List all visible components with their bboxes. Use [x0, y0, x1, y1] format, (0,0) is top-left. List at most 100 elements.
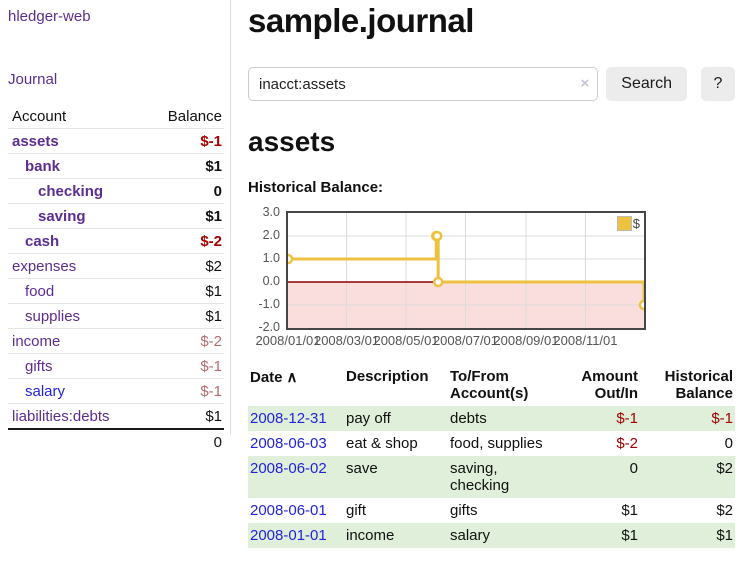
transaction-date-link[interactable]: 2008-06-01	[250, 502, 327, 519]
transaction-balance: $2	[716, 460, 733, 477]
account-link[interactable]: food	[25, 282, 55, 300]
transaction-date-link[interactable]: 2008-12-31	[250, 410, 327, 427]
date-column-header[interactable]: Date ∧	[250, 369, 298, 386]
accounts-table-header: Account Balance	[8, 104, 224, 129]
page-title: sample.journal	[248, 2, 474, 39]
transaction-accounts: food, supplies	[450, 435, 543, 452]
transaction-row: 2008-06-02 save saving, checking 0 $2	[248, 456, 735, 498]
accounts-total-balance: 0	[213, 433, 222, 451]
column-header: Amount Out/In	[581, 368, 638, 402]
app-brand-link[interactable]: hledger-web	[8, 8, 91, 25]
transaction-row: 2008-06-01 gift gifts $1 $2	[248, 498, 735, 523]
x-tick-label: 2008/11/01	[553, 333, 618, 348]
data-point-marker	[638, 299, 644, 311]
transaction-description: gift	[346, 502, 367, 519]
data-point-marker	[288, 253, 294, 265]
search-button[interactable]: Search	[606, 67, 687, 101]
transaction-accounts: gifts	[450, 502, 478, 519]
clear-search-icon[interactable]: ×	[580, 75, 590, 92]
transaction-date-link[interactable]: 2008-06-02	[250, 460, 327, 477]
account-link[interactable]: income	[12, 332, 61, 350]
account-link[interactable]: salary	[25, 382, 66, 400]
account-row: gifts $-1	[8, 353, 224, 379]
y-tick-label: 2.0	[262, 228, 280, 242]
transaction-accounts: saving, checking	[450, 460, 510, 494]
transaction-date-link[interactable]: 2008-06-03	[250, 435, 327, 452]
account-link[interactable]: bank	[25, 157, 61, 175]
register-table-header: Date ∧ Description To/From Account(s) Amount O…	[248, 366, 735, 406]
data-point-marker	[432, 276, 444, 288]
account-row: food $1	[8, 278, 224, 304]
account-link[interactable]: supplies	[25, 307, 81, 325]
column-header: To/From Account(s)	[450, 368, 529, 402]
legend-swatch-icon	[616, 216, 632, 231]
account-balance: $2	[205, 257, 222, 275]
transaction-amount: $-1	[616, 410, 638, 427]
account-balance: $-1	[200, 357, 222, 375]
column-header: Description	[346, 368, 429, 385]
transaction-description: pay off	[346, 410, 391, 427]
transaction-row: 2008-12-31 pay off debts $-1 $-1	[248, 406, 735, 431]
account-link[interactable]: saving	[38, 207, 86, 225]
account-column-header: Account	[12, 107, 67, 125]
y-tick-label: -1.0	[258, 297, 280, 311]
transaction-accounts: salary	[450, 527, 491, 544]
transaction-amount: $-2	[616, 435, 638, 452]
y-tick-label: -2.0	[258, 320, 280, 334]
x-tick-label: 2008/07/01	[432, 333, 499, 348]
chart-plot-area: $	[286, 211, 646, 330]
transaction-balance: 0	[724, 435, 733, 452]
account-row: expenses $2	[8, 253, 224, 279]
transaction-amount: $1	[621, 527, 638, 544]
account-row: assets $-1	[8, 128, 224, 154]
accounts-table: Account Balance assets $-1 bank $1 checking 0…	[8, 104, 224, 454]
x-tick-label: 2008/09/01	[493, 333, 559, 348]
transaction-date-link[interactable]: 2008-01-01	[250, 527, 327, 544]
y-tick-label: 3.0	[262, 205, 280, 219]
transaction-description: save	[346, 460, 378, 477]
account-row: liabilities:debts $1	[8, 403, 224, 430]
account-balance: $1	[205, 207, 222, 225]
account-row: supplies $1	[8, 303, 224, 329]
x-tick-label: 2008/01/01	[255, 333, 321, 348]
x-tick-label: 2008/03/01	[313, 333, 380, 348]
accounts-total-row: 0	[8, 429, 224, 454]
account-link[interactable]: assets	[12, 132, 59, 150]
transaction-row: 2008-06-03 eat & shop food, supplies $-2 0	[248, 431, 735, 456]
account-row: income $-2	[8, 328, 224, 354]
chart-title: Historical Balance:	[248, 179, 384, 196]
account-link[interactable]: checking	[38, 182, 104, 200]
help-button[interactable]: ?	[700, 67, 735, 101]
y-tick-label: 1.0	[262, 251, 280, 265]
account-balance: 0	[213, 182, 222, 200]
account-balance: $1	[205, 407, 222, 425]
chart-legend: $	[615, 216, 641, 231]
account-link[interactable]: expenses	[12, 257, 77, 275]
data-point-marker	[431, 230, 443, 242]
account-row: checking 0	[8, 178, 224, 204]
x-tick-label: 2008/05/01	[373, 333, 439, 348]
account-link[interactable]: cash	[25, 232, 60, 250]
sidebar-item-journal[interactable]: Journal	[8, 71, 58, 88]
account-row: salary $-1	[8, 378, 224, 404]
transaction-description: income	[346, 527, 395, 544]
register-table: Date ∧ Description To/From Account(s) Amount O…	[248, 366, 735, 548]
transaction-balance: $2	[716, 502, 733, 519]
account-link[interactable]: gifts	[25, 357, 53, 375]
account-balance: $-2	[200, 332, 222, 350]
transaction-balance: $1	[716, 527, 733, 544]
sidebar: hledger-web Journal Account Balance asse…	[0, 0, 231, 451]
search-bar: × Search ?	[248, 67, 735, 101]
search-input[interactable]	[248, 67, 599, 101]
account-balance: $1	[205, 282, 222, 300]
account-link[interactable]: liabilities:debts	[12, 407, 110, 425]
legend-label: $	[632, 216, 640, 231]
transaction-balance: $-1	[711, 410, 733, 427]
sort-ascending-icon: ∧	[286, 369, 298, 386]
account-row: bank $1	[8, 153, 224, 179]
account-balance: $-1	[200, 132, 222, 150]
account-row: saving $1	[8, 203, 224, 229]
transaction-row: 2008-01-01 income salary $1 $1	[248, 523, 735, 548]
account-balance: $-2	[200, 232, 222, 250]
balance-column-header: Balance	[167, 107, 222, 125]
